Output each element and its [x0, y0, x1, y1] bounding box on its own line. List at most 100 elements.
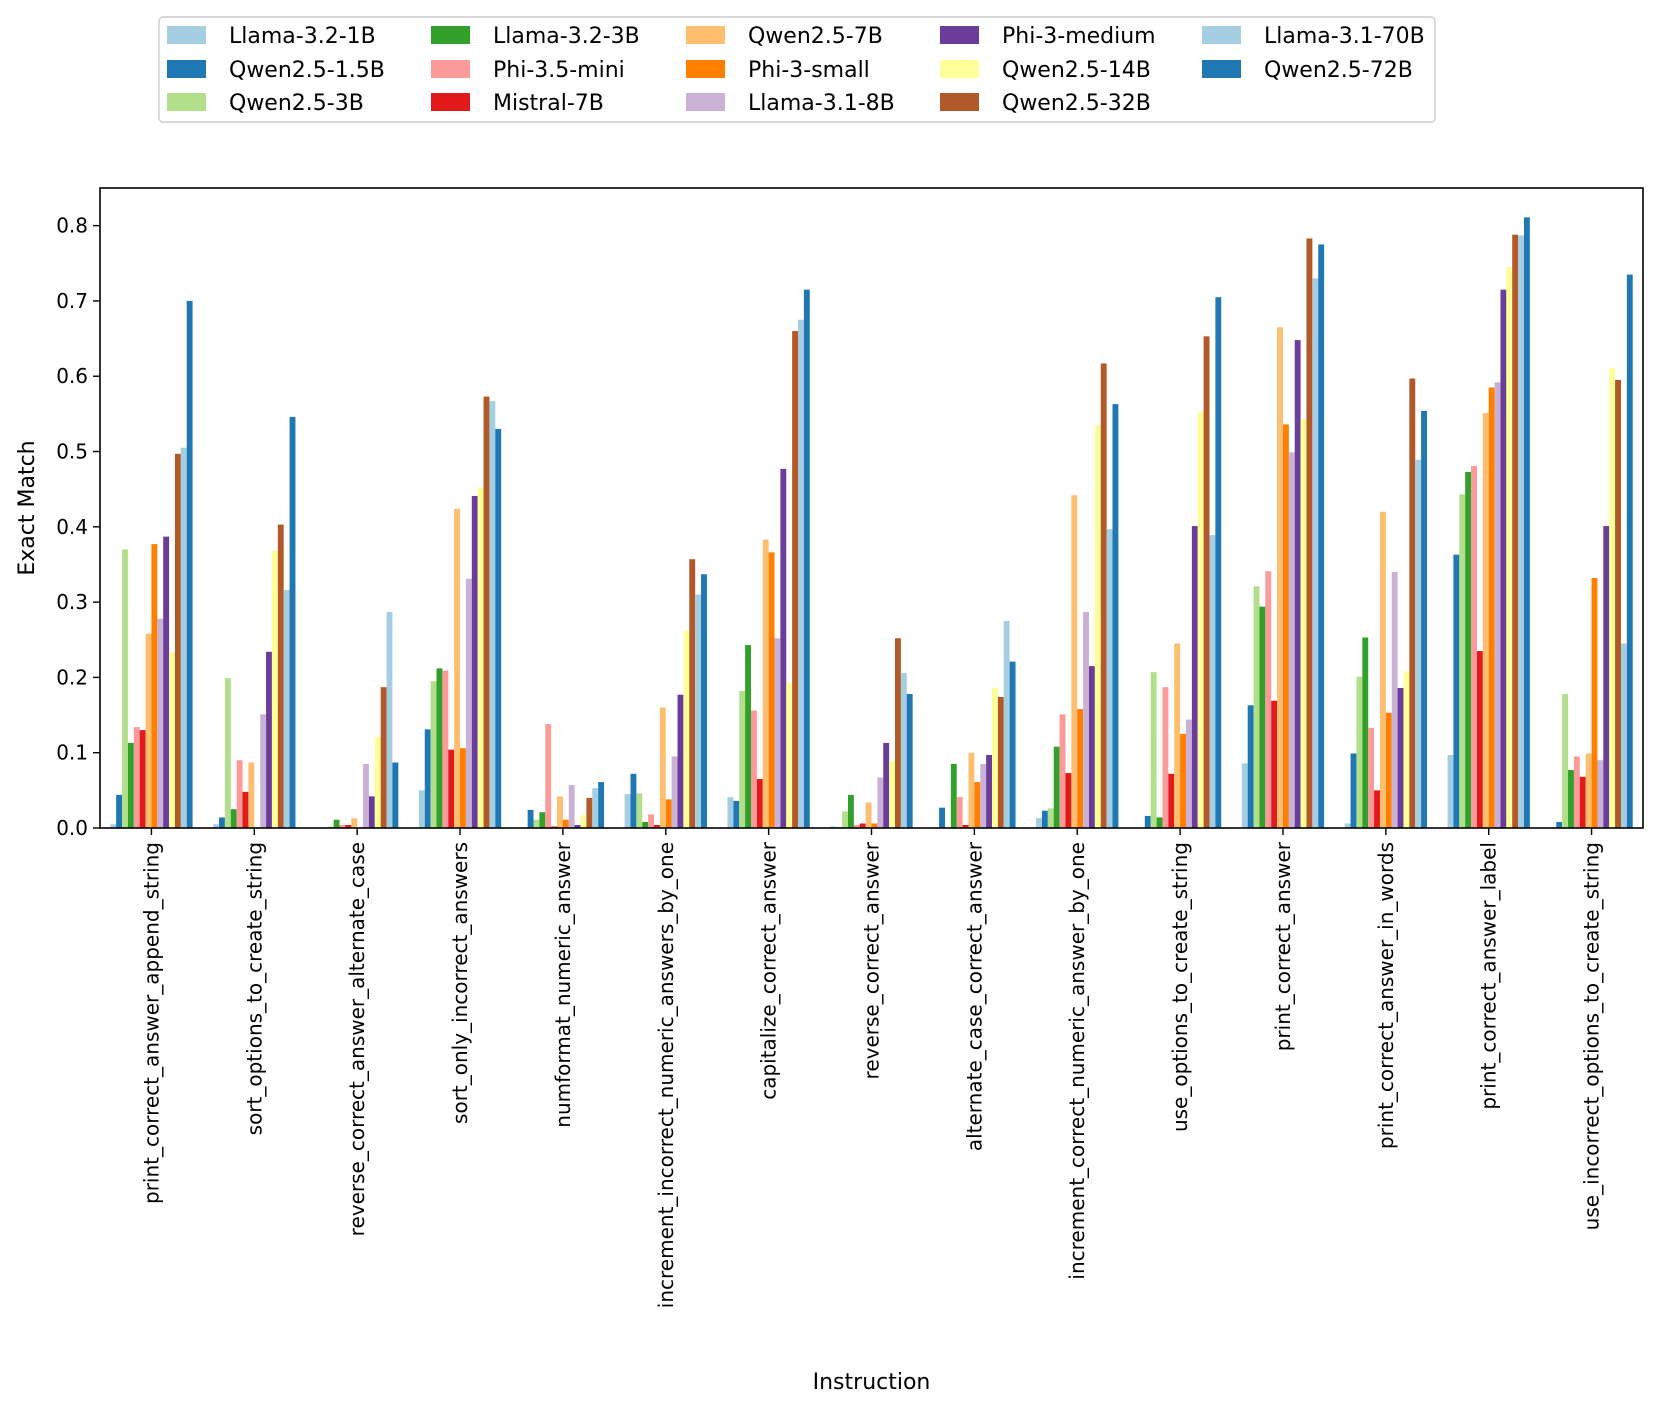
bar [169, 652, 175, 828]
bar [665, 799, 672, 828]
bar [689, 559, 696, 828]
bar [950, 764, 957, 828]
bar [1265, 571, 1272, 828]
bar [624, 794, 631, 828]
x-tick-label: sort_only_incorrect_answers [448, 842, 472, 1124]
y-tick-label: 0.0 [56, 816, 88, 840]
bar [145, 633, 152, 828]
bar [163, 536, 170, 828]
bar [798, 319, 804, 828]
bar [151, 544, 158, 828]
bar [1277, 327, 1283, 828]
y-tick-label: 0.8 [56, 214, 88, 238]
legend-swatch [1202, 60, 1241, 78]
bar [648, 814, 655, 828]
x-tick-label: print_correct_answer_in_words [1374, 842, 1398, 1149]
bar [1556, 821, 1563, 828]
bar [110, 824, 117, 828]
bar [883, 742, 890, 828]
bar [1306, 238, 1313, 828]
y-tick-label: 0.3 [56, 590, 88, 614]
bar [1397, 687, 1404, 828]
bar [568, 785, 575, 828]
bar [1112, 404, 1119, 828]
bar [1312, 278, 1319, 829]
bar [1065, 773, 1072, 828]
bar [1197, 411, 1204, 828]
legend-label: Llama-3.2-1B [229, 24, 376, 49]
bar [1288, 452, 1295, 828]
bar [418, 790, 425, 828]
bar [847, 794, 854, 828]
bar [436, 668, 443, 828]
bar [580, 815, 587, 828]
bar [1350, 753, 1357, 828]
x-tick-label: increment_correct_numeric_answer_by_one [1065, 842, 1089, 1280]
y-axis-title: Exact Match [15, 440, 40, 575]
y-tick-label: 0.2 [56, 665, 88, 689]
bar [1036, 818, 1042, 828]
legend-label: Phi-3-medium [1002, 24, 1156, 49]
y-tick-label: 0.1 [56, 741, 88, 765]
bar [442, 670, 449, 828]
bar [1077, 709, 1084, 828]
bar [465, 578, 472, 828]
bar [792, 331, 799, 828]
bar [1003, 620, 1010, 828]
bar [1512, 234, 1519, 828]
bar [424, 729, 431, 828]
legend-label: Qwen2.5-1.5B [229, 58, 385, 83]
bar [283, 590, 290, 828]
bar [562, 819, 569, 828]
bar [906, 693, 913, 828]
bar [1053, 746, 1060, 828]
bar [1009, 661, 1016, 828]
bar [260, 714, 267, 828]
x-tick-label: reverse_correct_answer_alternate_case [345, 842, 369, 1236]
bar [671, 756, 678, 828]
legend: Llama-3.2-1B Qwen2.5-1.5B Qwen2.5-3B Llama-… [158, 16, 1436, 123]
bar [877, 777, 884, 828]
bar [1209, 535, 1216, 828]
legend-label: Mistral-7B [493, 91, 604, 116]
bar [1374, 790, 1380, 828]
bar [230, 809, 237, 828]
bar [489, 401, 496, 828]
bar [871, 823, 878, 828]
bar [642, 821, 649, 828]
bar [900, 672, 907, 828]
bar [968, 752, 975, 828]
bar [1180, 733, 1186, 828]
bar [695, 594, 702, 828]
bar [1215, 297, 1222, 828]
bar [1626, 274, 1633, 829]
bar [266, 651, 272, 828]
y-axis: 0.0 0.1 0.2 0.3 0.4 0.5 0.6 0.7 0.8 [56, 214, 100, 840]
bar [774, 638, 781, 828]
bar [116, 794, 123, 828]
bar [1294, 340, 1301, 828]
legend-label: Llama-3.1-8B [748, 91, 895, 116]
y-tick-label: 0.4 [56, 515, 88, 539]
bar [1144, 815, 1151, 828]
legend-swatch [167, 93, 206, 111]
bar [1203, 336, 1210, 828]
bar [865, 802, 872, 828]
x-tick-label: print_correct_answer_append_string [139, 842, 163, 1204]
bar [939, 807, 945, 828]
bar [392, 762, 399, 828]
bar [1597, 760, 1604, 828]
bar [1041, 810, 1048, 828]
legend-label: Llama-3.1-70B [1264, 24, 1425, 49]
bar [139, 730, 146, 828]
bar [271, 550, 278, 828]
bar [289, 416, 296, 828]
bar [1562, 693, 1569, 828]
bar [574, 824, 581, 828]
bar [659, 707, 666, 828]
bar [1609, 367, 1616, 828]
bar [471, 495, 478, 828]
bar [277, 524, 284, 828]
bar [386, 611, 393, 828]
bar [1500, 289, 1507, 828]
